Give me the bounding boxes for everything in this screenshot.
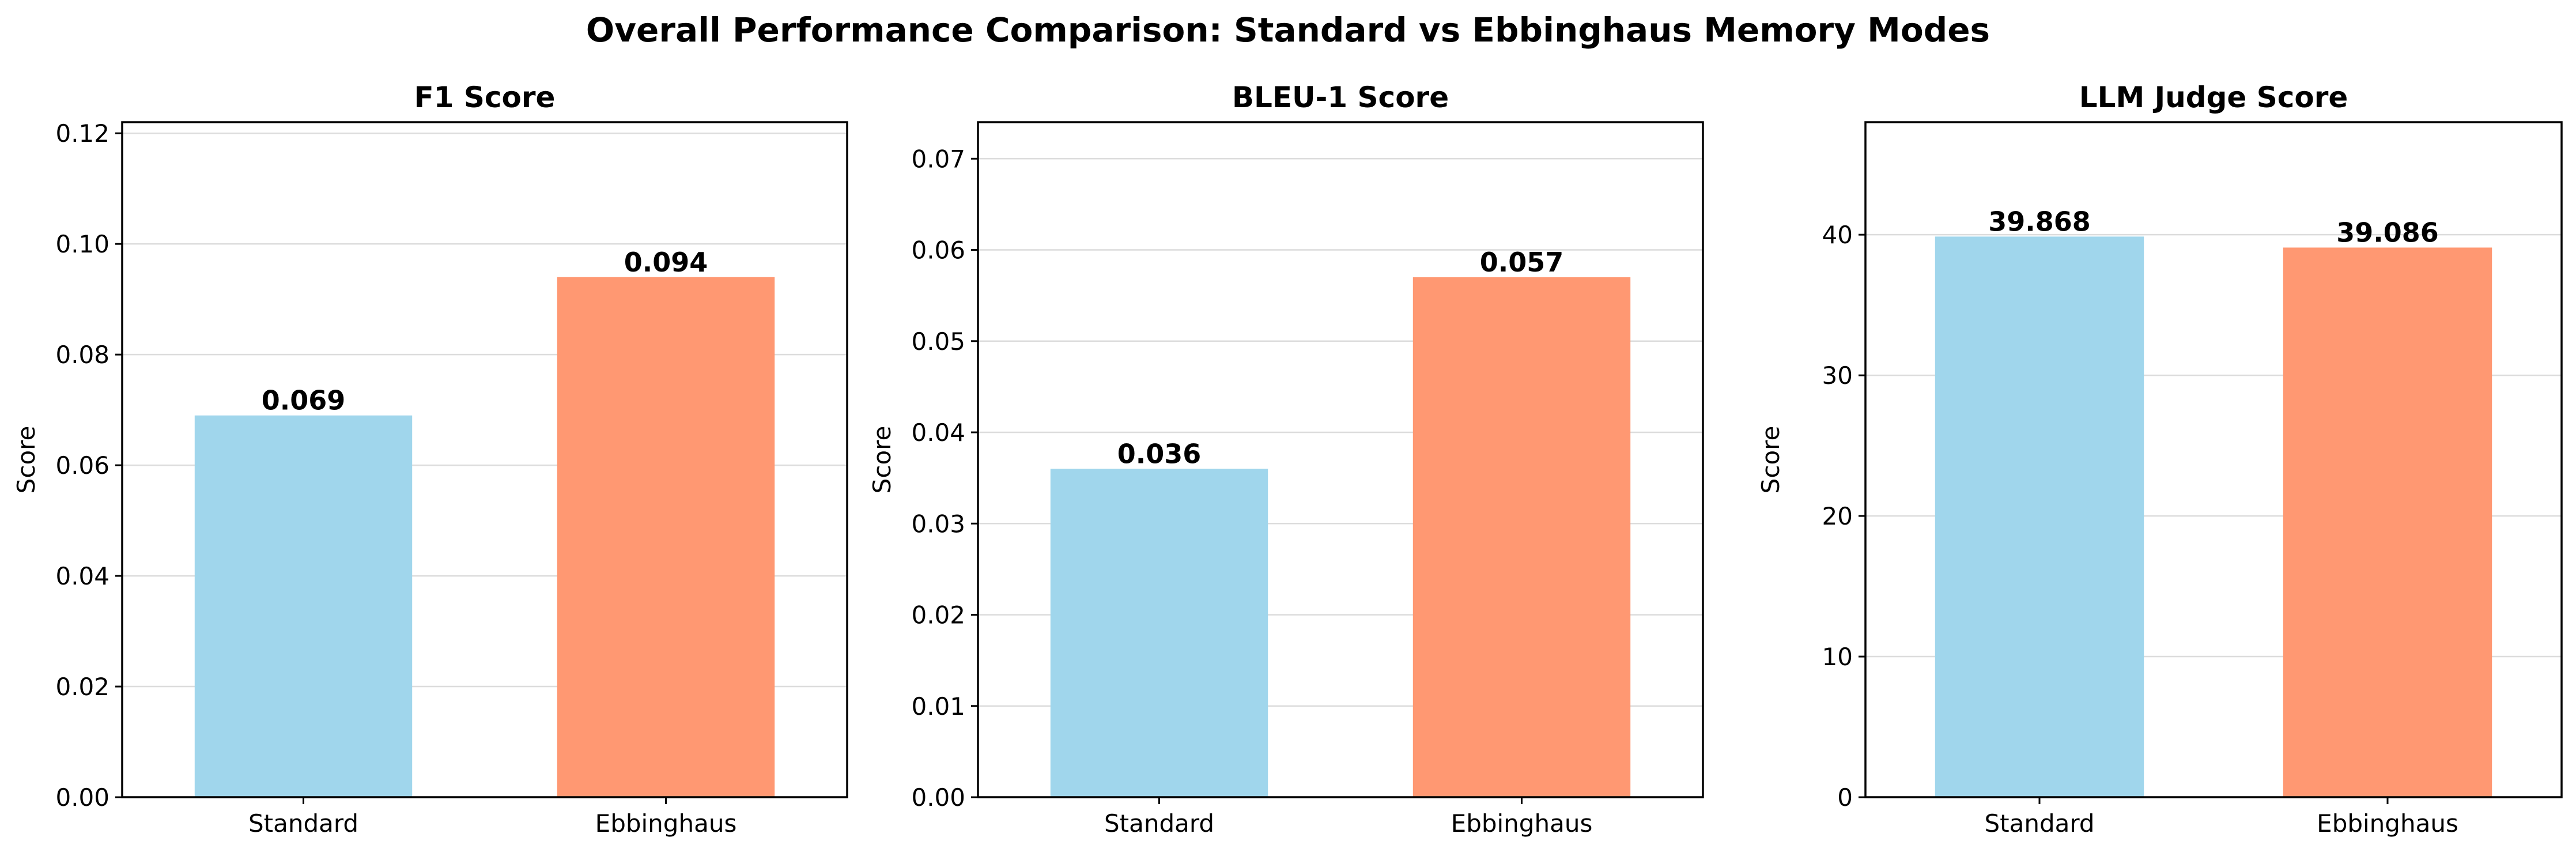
y-tick-label: 0.06 (911, 236, 965, 265)
bar-ebbinghaus (1412, 277, 1631, 797)
y-tick-label: 0.07 (911, 145, 965, 173)
chart-panels: 0.069 0.094 0.00 0.02 0.04 0.06 0.08 0.10 0.12 St… (12, 81, 2563, 838)
y-tick-label: 0.06 (55, 451, 109, 480)
panel-llm-judge: 39.868 39.086 0 10 20 30 40 Standard Ebbinghaus L… (1757, 81, 2563, 838)
y-tick-label: 0.02 (55, 673, 109, 701)
plot-frame (121, 121, 848, 798)
y-tick-label: 0.03 (911, 510, 965, 538)
y-tick-label: 40 (1822, 221, 1853, 249)
panel-title: F1 Score (414, 81, 556, 114)
y-tick-label: 30 (1822, 361, 1853, 390)
y-tick-label: 0.00 (55, 783, 109, 812)
value-label: 0.069 (262, 385, 346, 416)
y-tick-label: 0.04 (55, 562, 109, 590)
y-tick-label: 10 (1822, 643, 1853, 671)
x-tick-label: Standard (1984, 809, 2094, 838)
y-tick-label: 0.00 (911, 783, 965, 812)
x-tick-label: Ebbinghaus (595, 809, 737, 838)
y-tick-label: 0.08 (55, 341, 109, 369)
y-axis-label: Score (1757, 426, 1785, 494)
y-tick-label: 0.04 (911, 418, 965, 447)
bar-standard (1935, 236, 2144, 797)
panel-f1: 0.069 0.094 0.00 0.02 0.04 0.06 0.08 0.10 0.12 St… (12, 81, 848, 838)
y-tick-label: 0.01 (911, 692, 965, 721)
value-label: 39.868 (1988, 206, 2091, 237)
figure-title: Overall Performance Comparison: Standard… (586, 10, 1990, 50)
x-tick-label: Ebbinghaus (1451, 809, 1593, 838)
y-tick-label: 0.02 (911, 601, 965, 629)
value-label: 0.036 (1117, 438, 1202, 469)
y-tick-label: 20 (1822, 502, 1853, 530)
value-label: 39.086 (2336, 217, 2439, 248)
plot-frame (977, 121, 1704, 798)
bar-ebbinghaus (2283, 247, 2492, 797)
panel-title: BLEU-1 Score (1232, 81, 1449, 114)
y-tick-label: 0.12 (55, 119, 109, 148)
bar-ebbinghaus (557, 277, 775, 797)
y-axis-label: Score (868, 426, 896, 494)
panel-title: LLM Judge Score (2079, 81, 2348, 114)
y-tick-label: 0.10 (55, 230, 109, 258)
value-label: 0.057 (1480, 247, 1564, 278)
y-axis-label: Score (12, 426, 40, 494)
value-label: 0.094 (624, 247, 708, 278)
y-tick-label: 0.05 (911, 327, 965, 356)
x-tick-label: Standard (248, 809, 358, 838)
x-tick-label: Ebbinghaus (2317, 809, 2458, 838)
plot-frame (1864, 121, 2563, 798)
bar-standard (194, 415, 413, 797)
x-tick-label: Standard (1104, 809, 1214, 838)
y-tick-label: 0 (1837, 783, 1853, 812)
bar-standard (1050, 469, 1268, 797)
panel-bleu1: 0.036 0.057 0.00 0.01 0.02 0.03 0.04 0.05 0.06 0.… (868, 81, 1704, 838)
